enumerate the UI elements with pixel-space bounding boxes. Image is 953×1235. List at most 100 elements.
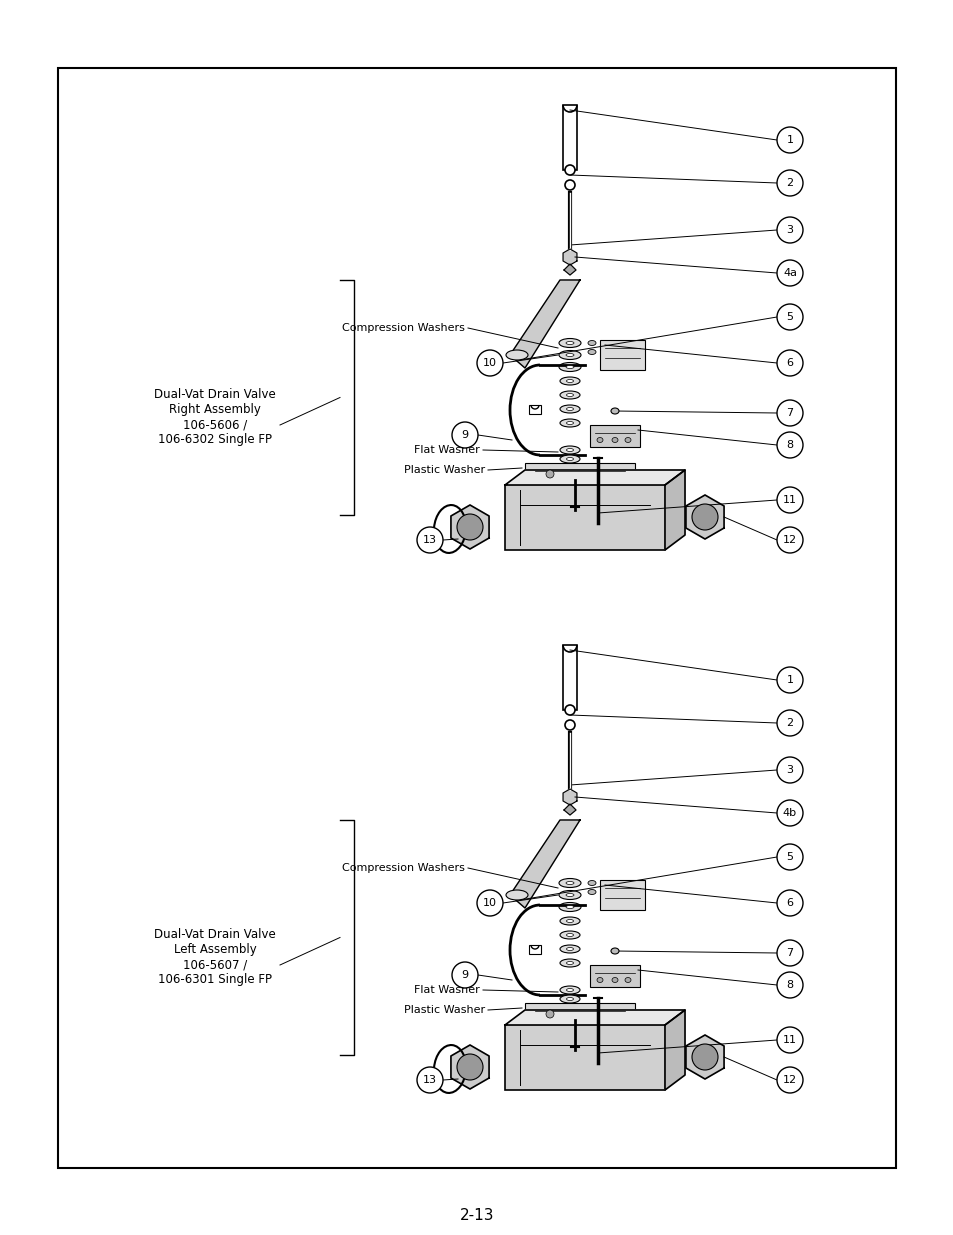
Circle shape (545, 471, 554, 478)
Text: 2: 2 (785, 178, 793, 188)
Circle shape (776, 710, 802, 736)
Text: 13: 13 (422, 1074, 436, 1086)
Circle shape (776, 127, 802, 153)
Polygon shape (510, 280, 579, 368)
Text: Right Assembly: Right Assembly (169, 404, 261, 416)
Bar (524, 463, 635, 485)
Ellipse shape (587, 341, 596, 346)
Ellipse shape (566, 379, 573, 383)
Ellipse shape (566, 962, 573, 965)
Text: 106-5606 /: 106-5606 / (183, 419, 247, 431)
Ellipse shape (610, 408, 618, 414)
Ellipse shape (610, 948, 618, 953)
Circle shape (691, 504, 718, 530)
Ellipse shape (558, 363, 580, 372)
Text: 6: 6 (785, 358, 793, 368)
Circle shape (456, 1053, 482, 1079)
Circle shape (776, 170, 802, 196)
Ellipse shape (559, 377, 579, 385)
Circle shape (776, 261, 802, 287)
Circle shape (416, 527, 442, 553)
Text: Plastic Washer: Plastic Washer (403, 466, 484, 475)
Ellipse shape (566, 421, 573, 425)
Circle shape (416, 1067, 442, 1093)
Circle shape (776, 350, 802, 375)
Ellipse shape (505, 890, 527, 900)
Circle shape (476, 350, 502, 375)
Ellipse shape (559, 945, 579, 953)
Ellipse shape (566, 920, 573, 923)
Ellipse shape (559, 405, 579, 412)
Polygon shape (685, 1035, 723, 1079)
Text: 10: 10 (482, 358, 497, 368)
Text: 12: 12 (782, 1074, 796, 1086)
Ellipse shape (612, 437, 618, 442)
Text: Flat Washer: Flat Washer (414, 445, 479, 454)
Text: Compression Washers: Compression Washers (342, 324, 464, 333)
Circle shape (776, 940, 802, 966)
Ellipse shape (558, 338, 580, 347)
Circle shape (564, 180, 575, 190)
Circle shape (776, 487, 802, 513)
Ellipse shape (565, 893, 574, 897)
Circle shape (776, 304, 802, 330)
Ellipse shape (565, 342, 574, 345)
Ellipse shape (558, 878, 580, 888)
Circle shape (776, 972, 802, 998)
Bar (562, 645, 577, 710)
Ellipse shape (565, 353, 574, 357)
Ellipse shape (559, 454, 579, 463)
Text: Left Assembly: Left Assembly (173, 944, 256, 956)
Text: Dual-Vat Drain Valve: Dual-Vat Drain Valve (154, 389, 275, 401)
Circle shape (564, 165, 575, 175)
Ellipse shape (559, 446, 579, 454)
Text: 8: 8 (785, 440, 793, 450)
Bar (504, 1025, 664, 1091)
Text: 5: 5 (785, 312, 793, 322)
Polygon shape (563, 264, 576, 275)
Ellipse shape (587, 881, 596, 885)
Bar (599, 881, 644, 910)
Circle shape (452, 422, 477, 448)
Ellipse shape (566, 988, 573, 992)
Ellipse shape (565, 366, 574, 368)
Text: 5: 5 (785, 852, 793, 862)
Circle shape (776, 400, 802, 426)
Text: 4b: 4b (782, 808, 796, 818)
Circle shape (776, 1028, 802, 1053)
Ellipse shape (612, 977, 618, 983)
Text: 106-5607 /: 106-5607 / (183, 958, 247, 972)
Bar (599, 340, 644, 370)
Circle shape (456, 514, 482, 540)
Ellipse shape (566, 394, 573, 396)
Text: 6: 6 (785, 898, 793, 908)
Ellipse shape (566, 998, 573, 1000)
Text: 3: 3 (785, 764, 793, 776)
Ellipse shape (566, 448, 573, 452)
Polygon shape (685, 495, 723, 538)
Circle shape (564, 705, 575, 715)
Circle shape (776, 217, 802, 243)
Ellipse shape (566, 408, 573, 410)
Text: 106-6301 Single FP: 106-6301 Single FP (158, 973, 272, 987)
Circle shape (776, 527, 802, 553)
Circle shape (776, 1067, 802, 1093)
Text: 2: 2 (785, 718, 793, 727)
Text: 13: 13 (422, 535, 436, 545)
Text: 11: 11 (782, 1035, 796, 1045)
Ellipse shape (559, 918, 579, 925)
Ellipse shape (565, 882, 574, 884)
Bar (562, 105, 577, 170)
Circle shape (776, 890, 802, 916)
Bar (529, 945, 540, 953)
Ellipse shape (559, 931, 579, 939)
Polygon shape (664, 471, 684, 550)
Text: Plastic Washer: Plastic Washer (403, 1005, 484, 1015)
Text: 1: 1 (785, 135, 793, 144)
Ellipse shape (597, 977, 602, 983)
Ellipse shape (558, 351, 580, 359)
Bar (58, 68, 895, 1168)
Ellipse shape (566, 947, 573, 951)
Circle shape (564, 720, 575, 730)
Ellipse shape (587, 350, 596, 354)
